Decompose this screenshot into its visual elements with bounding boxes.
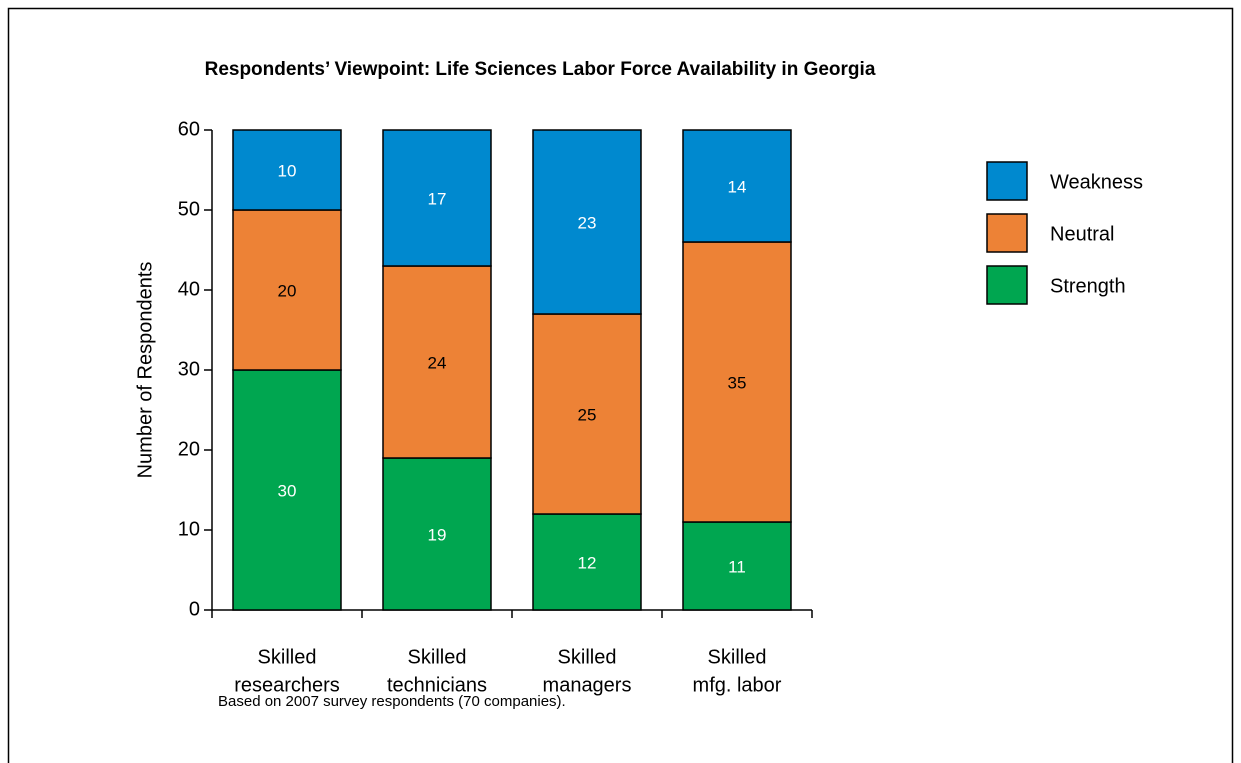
bar-segment — [682, 521, 792, 611]
data-label: 17 — [428, 189, 447, 208]
data-label: 25 — [578, 405, 597, 424]
x-tick-label: technicians — [387, 674, 487, 696]
legend-swatch — [986, 265, 1028, 305]
data-label: 30 — [278, 481, 297, 500]
bar-segment — [232, 129, 342, 211]
data-label: 35 — [728, 373, 747, 392]
legend-label: Neutral — [1050, 223, 1114, 245]
footnote: Based on 2007 survey respondents (70 com… — [218, 693, 566, 710]
y-tick-label: 0 — [189, 598, 200, 620]
y-axis-label: Number of Respondents — [134, 262, 156, 479]
bar-segment — [532, 129, 642, 315]
data-label: 10 — [278, 161, 297, 180]
bar-segment — [532, 513, 642, 611]
x-tick-label: managers — [543, 674, 632, 696]
y-tick-label: 30 — [178, 358, 200, 380]
data-label: 20 — [278, 281, 297, 300]
y-tick-label: 10 — [178, 518, 200, 540]
x-tick-label: mfg. labor — [693, 674, 782, 696]
y-tick-label: 50 — [178, 198, 200, 220]
x-tick-label: Skilled — [558, 646, 617, 668]
legend-swatch — [986, 161, 1028, 201]
data-label: 14 — [728, 177, 747, 196]
y-tick-label: 40 — [178, 278, 200, 300]
data-label: 19 — [428, 525, 447, 544]
bar-segment — [232, 369, 342, 611]
bar-segment — [532, 313, 642, 515]
data-label: 12 — [578, 553, 597, 572]
legend-label: Strength — [1050, 275, 1126, 297]
bar-segment — [682, 241, 792, 523]
x-tick-label: Skilled — [708, 646, 767, 668]
x-tick-label: researchers — [234, 674, 340, 696]
bar-segment — [232, 209, 342, 371]
bar-segment — [382, 129, 492, 267]
y-tick-label: 20 — [178, 438, 200, 460]
bar-segment — [682, 129, 792, 243]
legend-label: Weakness — [1050, 171, 1143, 193]
x-tick-label: Skilled — [408, 646, 467, 668]
y-tick-label: 60 — [178, 118, 200, 140]
frame — [7, 7, 1234, 763]
chart-title: Respondents’ Viewpoint: Life Sciences La… — [205, 59, 876, 80]
legend-swatch — [986, 213, 1028, 253]
data-label: 24 — [428, 353, 447, 372]
data-label: 23 — [578, 213, 597, 232]
x-tick-label: Skilled — [258, 646, 317, 668]
data-label: 11 — [728, 557, 746, 576]
